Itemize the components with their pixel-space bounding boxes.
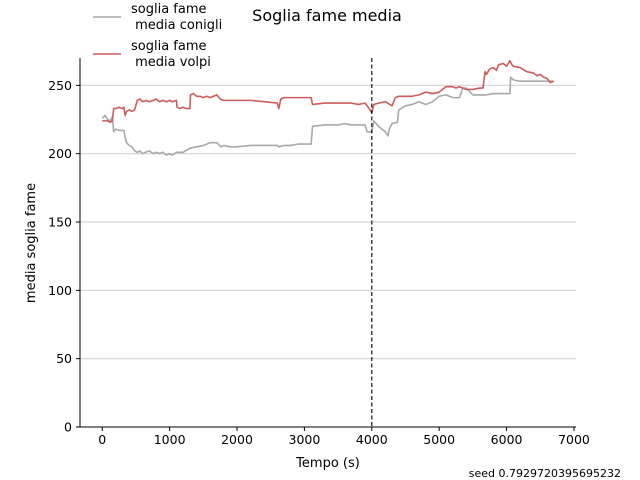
legend-label-0: soglia fame media conigli [131,2,222,33]
axes [79,58,576,428]
ticks: 0 1000 2000 3000 4000 5000 6000 7000 0 50 100 150 20… [48,78,590,447]
y-tick-label-100: 100 [48,283,72,298]
seed-label: seed 0.7929720395695232 [469,467,621,480]
legend-item-0: soglia fame media conigli [93,2,222,33]
series-line-1 [102,59,555,124]
x-tick-label-7000: 7000 [558,432,590,447]
legend-label-1: soglia fame media volpi [131,39,211,70]
y-tick-label-150: 150 [48,215,72,230]
y-tick-label-50: 50 [56,351,72,366]
x-tick-label-6000: 6000 [491,432,523,447]
y-tick-label-0: 0 [64,420,72,435]
y-tick-label-250: 250 [48,78,72,93]
series-layer [101,59,555,156]
x-tick-label-2000: 2000 [221,432,253,447]
y-tick-label-200: 200 [48,146,72,161]
y-axis-label: media soglia fame [24,183,39,303]
x-tick-label-0: 0 [98,432,106,447]
series-line-0 [101,76,554,156]
x-axis-label: Tempo (s) [295,456,360,471]
x-tick-label-5000: 5000 [423,432,455,447]
x-tick-label-4000: 4000 [356,432,388,447]
chart-title: Soglia fame media [252,6,402,25]
grid-lines [80,84,576,360]
legend-item-1: soglia fame media volpi [93,39,211,70]
x-tick-label-3000: 3000 [289,432,321,447]
legend: soglia fame media conigli soglia fame med… [93,2,222,70]
x-tick-label-1000: 1000 [154,432,186,447]
